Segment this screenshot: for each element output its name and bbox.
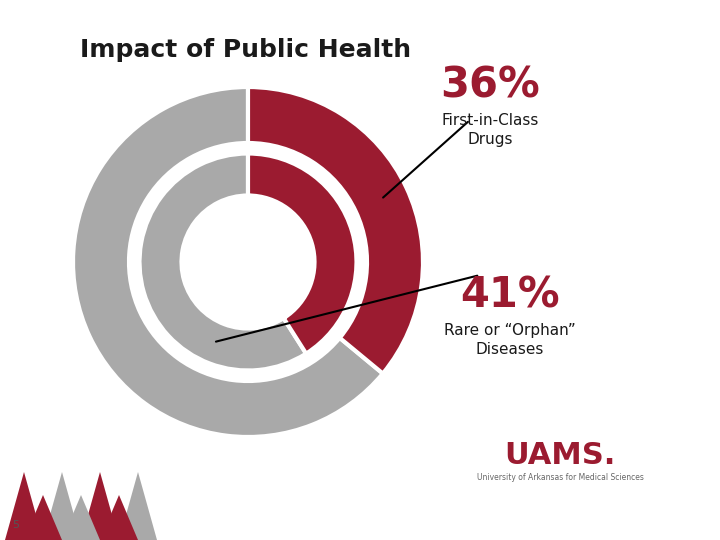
Text: 5: 5 (12, 520, 19, 530)
Polygon shape (5, 472, 43, 540)
Polygon shape (43, 472, 81, 540)
Text: Rare or “Orphan”
Diseases: Rare or “Orphan” Diseases (444, 322, 576, 357)
Polygon shape (62, 495, 100, 540)
Wedge shape (73, 87, 383, 437)
Polygon shape (119, 472, 157, 540)
Wedge shape (140, 153, 306, 370)
Text: UAMS.: UAMS. (504, 441, 616, 469)
Text: Impact of Public Health: Impact of Public Health (80, 38, 411, 62)
Polygon shape (100, 495, 138, 540)
Text: 41%: 41% (460, 274, 560, 316)
Wedge shape (248, 87, 423, 374)
Polygon shape (24, 495, 62, 540)
Text: 36%: 36% (440, 64, 540, 106)
Polygon shape (81, 472, 119, 540)
Wedge shape (248, 153, 356, 354)
Text: University of Arkansas for Medical Sciences: University of Arkansas for Medical Scien… (477, 474, 644, 483)
Text: First-in-Class
Drugs: First-in-Class Drugs (441, 113, 539, 147)
